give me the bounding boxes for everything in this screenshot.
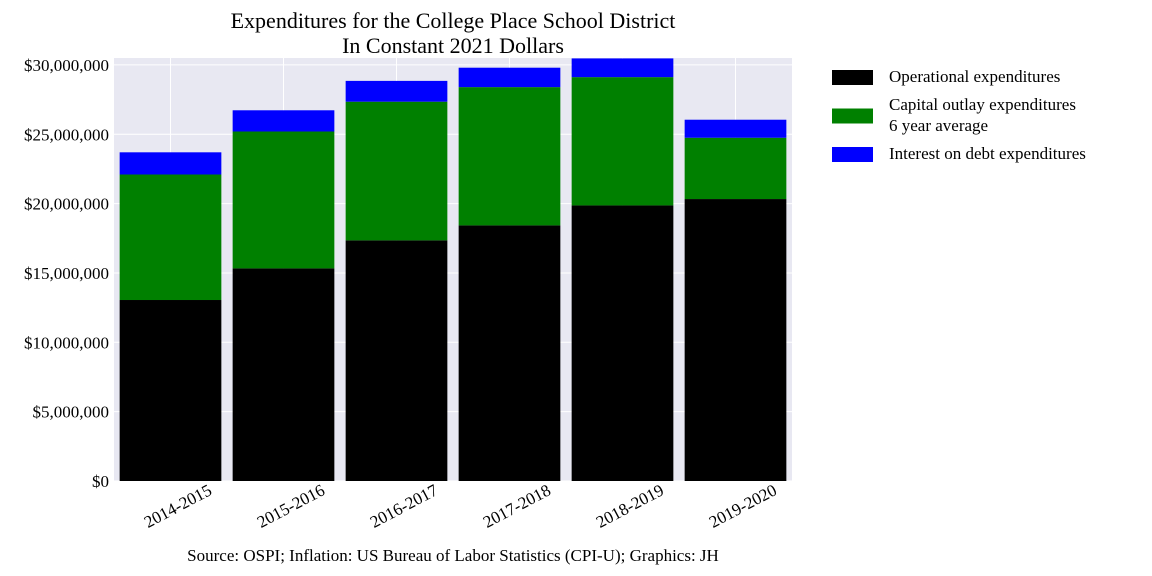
bar-capital-outlay-2019-2020 xyxy=(684,137,787,200)
x-axis: 2014-2015 2015-2016 2016-2017 2017-2018 2018… xyxy=(141,480,780,532)
y-tick-label: $25,000,000 xyxy=(24,125,109,144)
bar-operational-2016-2017 xyxy=(345,240,448,481)
legend-label: Capital outlay expenditures xyxy=(889,95,1076,114)
x-tick-label: 2016-2017 xyxy=(367,480,441,532)
y-tick-label: $0 xyxy=(92,472,109,491)
y-axis: $0 $5,000,000 $10,000,000 $15,000,000 $20,00… xyxy=(24,56,109,491)
legend-label: 6 year average xyxy=(889,116,988,135)
bar-capital-outlay-2014-2015 xyxy=(119,174,222,301)
x-tick-label: 2014-2015 xyxy=(141,480,215,531)
bars xyxy=(119,58,787,481)
y-tick-label: $20,000,000 xyxy=(24,195,109,214)
y-tick-label: $30,000,000 xyxy=(24,56,109,75)
bar-interest-on-debt-2017-2018 xyxy=(458,67,561,88)
bar-capital-outlay-2016-2017 xyxy=(345,101,448,241)
bar-operational-2014-2015 xyxy=(119,300,222,481)
legend-swatch xyxy=(832,147,873,162)
bar-interest-on-debt-2014-2015 xyxy=(119,152,222,175)
y-tick-label: $15,000,000 xyxy=(24,264,109,283)
chart-subtitle: In Constant 2021 Dollars xyxy=(342,33,564,58)
legend-label: Operational expenditures xyxy=(889,67,1060,86)
x-tick-label: 2015-2016 xyxy=(254,480,328,531)
x-tick-label: 2017-2018 xyxy=(480,480,554,531)
y-tick-label: $10,000,000 xyxy=(24,333,109,352)
bar-capital-outlay-2015-2016 xyxy=(232,131,335,269)
legend-swatch xyxy=(832,108,873,124)
source-note: Source: OSPI; Inflation: US Bureau of La… xyxy=(187,546,719,565)
legend-label: Interest on debt expenditures xyxy=(889,144,1086,163)
bar-interest-on-debt-2015-2016 xyxy=(232,110,335,132)
y-tick-label: $5,000,000 xyxy=(33,403,110,422)
chart-title: Expenditures for the College Place Schoo… xyxy=(231,8,676,33)
x-tick-label: 2018-2019 xyxy=(593,480,667,531)
legend: Operational expenditures Capital outlay e… xyxy=(832,67,1086,163)
bar-operational-2018-2019 xyxy=(571,205,674,481)
bar-interest-on-debt-2016-2017 xyxy=(345,80,448,102)
bar-operational-2017-2018 xyxy=(458,225,561,481)
bar-operational-2019-2020 xyxy=(684,199,787,481)
bar-operational-2015-2016 xyxy=(232,268,335,481)
bar-interest-on-debt-2019-2020 xyxy=(684,119,787,138)
plot-area xyxy=(114,58,792,481)
x-tick-label: 2019-2020 xyxy=(706,480,780,531)
bar-capital-outlay-2017-2018 xyxy=(458,87,561,226)
bar-capital-outlay-2018-2019 xyxy=(571,77,674,206)
bar-interest-on-debt-2018-2019 xyxy=(571,58,674,78)
legend-swatch xyxy=(832,70,873,85)
